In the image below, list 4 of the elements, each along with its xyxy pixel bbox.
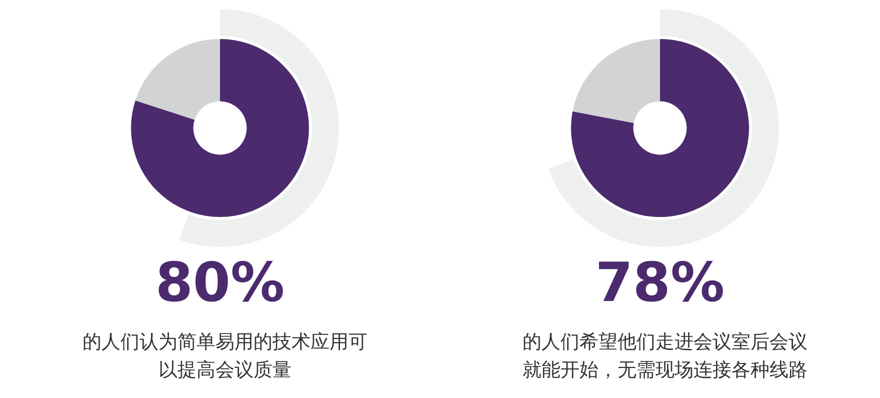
- text: 的人们认为简单易用的技术应用可以提高会议质量: [82, 330, 368, 383]
- text: 80%: [154, 250, 286, 316]
- text: 的人们希望他们走进会议室后会议就能开始，无需现场连接各种线路: [522, 330, 808, 383]
- text: 78%: [594, 250, 726, 316]
